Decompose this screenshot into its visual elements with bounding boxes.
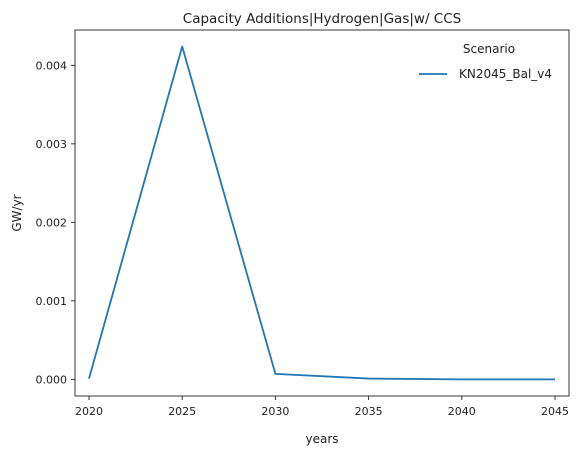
y-tick-label: 0.000 xyxy=(36,373,68,386)
y-axis-title: GW/yr xyxy=(10,194,24,231)
x-axis: 2020 2025 2030 2035 2040 2045 xyxy=(75,396,569,418)
x-tick-label: 2045 xyxy=(541,405,569,418)
x-tick-label: 2020 xyxy=(75,405,103,418)
y-tick-label: 0.002 xyxy=(36,216,68,229)
y-tick-label: 0.004 xyxy=(36,59,68,72)
series-layer xyxy=(88,45,556,381)
legend-title: Scenario xyxy=(463,42,515,56)
chart-title: Capacity Additions|Hydrogen|Gas|w/ CCS xyxy=(183,11,461,27)
y-tick-label: 0.001 xyxy=(36,295,68,308)
x-axis-title: years xyxy=(305,432,338,446)
x-tick-label: 2025 xyxy=(168,405,196,418)
x-tick-label: 2030 xyxy=(261,405,289,418)
series-line xyxy=(88,45,556,381)
x-tick-label: 2040 xyxy=(448,405,476,418)
plot-border xyxy=(74,29,570,397)
x-tick-label: 2035 xyxy=(355,405,383,418)
legend: Scenario KN2045_Bal_v4 xyxy=(419,42,552,81)
legend-label: KN2045_Bal_v4 xyxy=(459,67,552,81)
y-tick-label: 0.003 xyxy=(36,138,68,151)
y-axis: 0.000 0.001 0.002 0.003 0.004 xyxy=(36,59,75,386)
plot-area xyxy=(74,29,570,397)
